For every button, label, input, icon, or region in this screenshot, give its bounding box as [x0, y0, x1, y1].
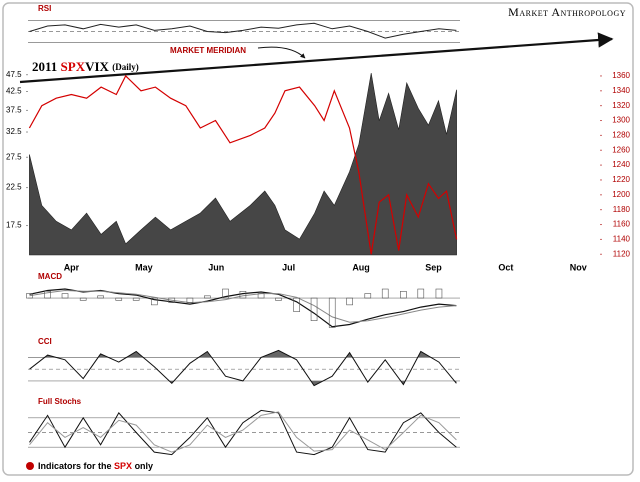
histogram-bar: [346, 297, 353, 306]
footnote-prefix: Indicators for the: [38, 461, 112, 471]
histogram-bar: [61, 293, 69, 299]
title-vix: VIX: [85, 59, 109, 74]
chart-title: 2011 SPXVIX (Daily): [32, 59, 139, 74]
macd-line: [29, 288, 457, 328]
macd-line: [29, 289, 457, 323]
y-tick-label: 17.5: [6, 221, 22, 230]
histogram-bar: [257, 293, 265, 299]
histogram-bar: [400, 290, 407, 299]
histogram-bar: [79, 297, 87, 301]
trend-arrow: [19, 32, 614, 84]
x-tick-label: Apr: [64, 262, 80, 272]
histogram-bar: [186, 297, 194, 303]
panel-title: RSI: [38, 4, 51, 13]
title-suffix: (Daily): [112, 62, 139, 72]
panel-title: MACD: [38, 272, 62, 281]
footnote-highlight: SPX: [114, 461, 132, 471]
histogram-bar: [97, 295, 104, 299]
y2-tick-label: 1260: [612, 145, 630, 154]
y2-tick-label: 1180: [613, 205, 631, 214]
x-tick-label: Aug: [352, 262, 370, 272]
histogram-bar: [151, 297, 158, 306]
footnote-dot: [26, 462, 34, 470]
indicator-line: [29, 409, 457, 456]
y2-tick-label: 1160: [613, 220, 631, 229]
cci-line: [29, 349, 457, 387]
title-prefix: 2011: [32, 59, 57, 74]
y-tick-label: 32.5: [6, 127, 22, 136]
y2-tick-label: 1240: [612, 160, 630, 169]
histogram-bar: [328, 297, 336, 328]
spx-line: [28, 74, 458, 255]
y2-tick-label: 1280: [612, 130, 630, 139]
y2-tick-label: 1220: [612, 175, 630, 184]
histogram-bar: [44, 290, 51, 299]
y2-tick-label: 1120: [613, 249, 631, 258]
annotation-arrow: [257, 46, 306, 59]
histogram-bar: [293, 297, 300, 312]
histogram-bar: [417, 288, 425, 299]
footnote: Indicators for the SPX only: [38, 461, 153, 471]
y2-tick-label: 1360: [612, 71, 630, 80]
indicator-line: [29, 411, 457, 453]
histogram-bar: [310, 297, 318, 321]
y2-tick-label: 1320: [612, 101, 630, 110]
histogram-bar: [168, 297, 176, 303]
brand: Market Anthropology: [508, 5, 626, 19]
y-tick-label: 37.5: [6, 106, 22, 115]
indicator-line: [29, 22, 457, 39]
histogram-bar: [275, 297, 282, 301]
vix-area: [29, 73, 457, 256]
y-tick-label: 47.5: [6, 70, 22, 79]
panel-title: Full Stochs: [38, 397, 82, 406]
x-tick-label: Jul: [282, 262, 295, 272]
footnote-suffix: only: [135, 461, 154, 471]
title-spx: SPX: [61, 59, 86, 74]
y-tick-label: 42.5: [6, 87, 22, 96]
annotation: MARKET MERIDIAN: [170, 46, 246, 55]
histogram-bar: [381, 288, 389, 299]
x-tick-label: May: [135, 262, 153, 272]
x-tick-label: Jun: [208, 262, 224, 272]
histogram-bar: [115, 297, 123, 301]
histogram-bar: [364, 293, 372, 299]
histogram-bar: [222, 288, 229, 299]
x-tick-label: Nov: [570, 262, 587, 272]
histogram-bar: [239, 290, 247, 299]
x-tick-label: Oct: [498, 262, 513, 272]
y2-tick-label: 1300: [612, 116, 630, 125]
y2-tick-label: 1200: [612, 190, 630, 199]
histogram-bar: [204, 295, 211, 299]
histogram-bar: [132, 297, 140, 301]
panel-title: CCI: [38, 337, 52, 346]
y-tick-label: 27.5: [6, 152, 22, 161]
histogram-bar: [26, 293, 33, 299]
y-tick-label: 22.5: [6, 183, 22, 192]
y2-tick-label: 1140: [613, 235, 631, 244]
histogram-bar: [435, 288, 443, 299]
x-tick-label: Sep: [425, 262, 442, 272]
y2-tick-label: 1340: [612, 86, 630, 95]
